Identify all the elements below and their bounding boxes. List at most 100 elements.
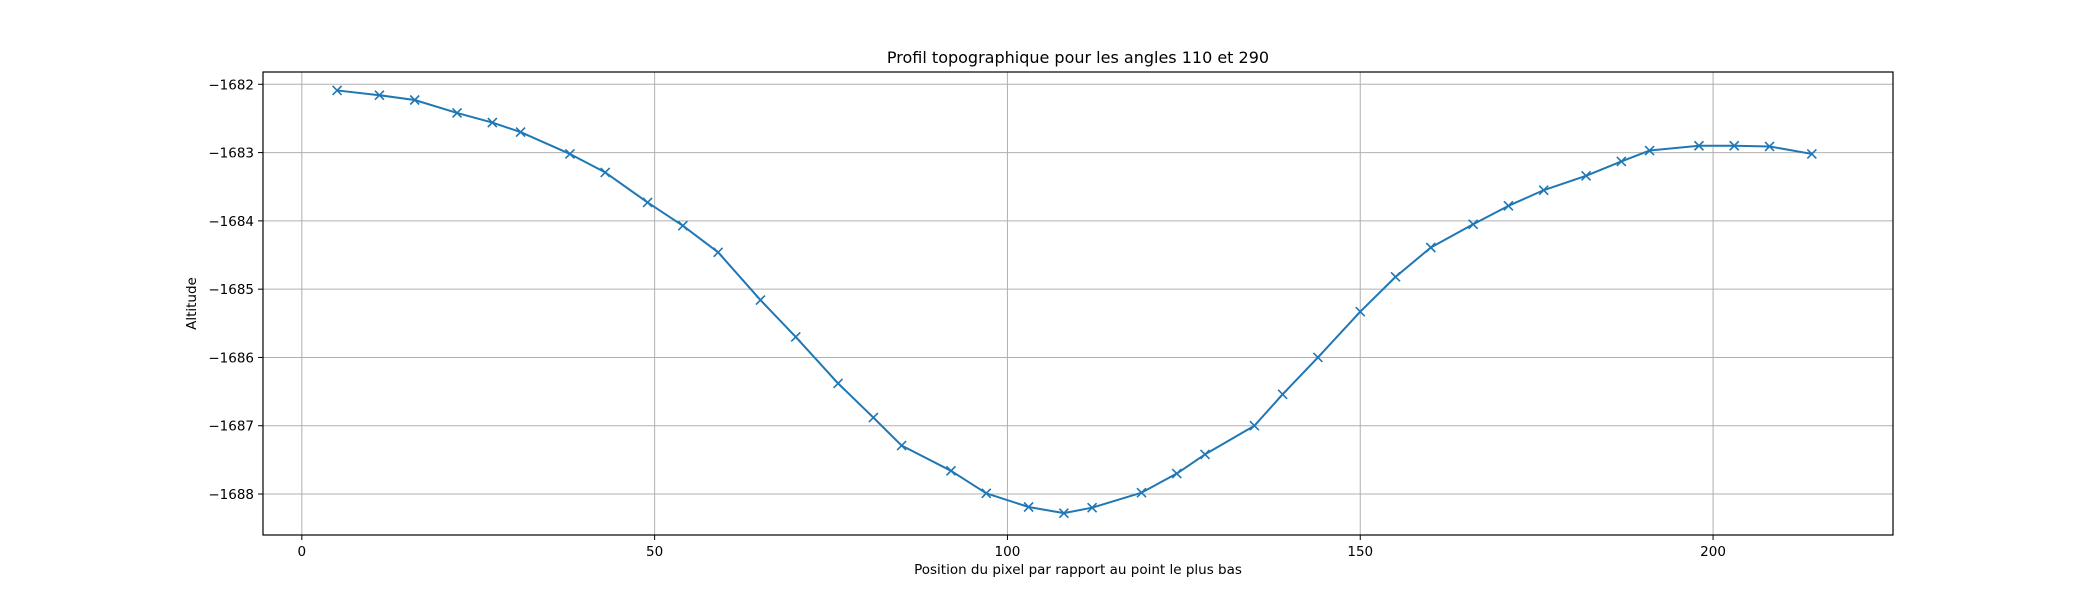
marker-stroke: [1249, 420, 1260, 431]
marker-stroke: [564, 148, 576, 160]
marker-stroke: [1171, 468, 1182, 479]
marker-stroke: [755, 295, 766, 306]
y-tick-label: −1682: [208, 77, 254, 93]
marker-stroke: [945, 465, 957, 476]
data-point-marker: [1644, 145, 1655, 156]
data-point-marker: [374, 90, 385, 101]
data-point-marker: [1277, 389, 1288, 400]
marker-stroke: [1806, 148, 1817, 160]
marker-stroke: [1644, 145, 1655, 156]
marker-stroke: [1312, 352, 1323, 363]
x-tick-label: 50: [646, 544, 663, 560]
data-point-marker: [1616, 156, 1627, 167]
data-point-marker: [642, 197, 653, 208]
marker-stroke: [1468, 219, 1479, 230]
y-tick-label: −1685: [208, 282, 254, 298]
data-point-marker: [1806, 148, 1817, 160]
axes-layer: 0 50 100 150 200 −1682 −1683 −1684 −1685 −1686 −16…: [208, 71, 1894, 560]
marker-stroke: [1023, 501, 1034, 513]
y-tick-label: −1683: [208, 146, 254, 162]
marker-stroke: [642, 197, 653, 208]
data-point-marker: [1693, 140, 1705, 151]
data-point-marker: [896, 440, 907, 451]
data-point-marker: [487, 117, 498, 128]
marker-stroke: [1087, 502, 1098, 513]
data-point-marker: [1058, 508, 1069, 519]
y-tick-label: −1688: [208, 487, 254, 503]
data-point-marker: [945, 465, 957, 476]
marker-stroke: [677, 220, 688, 231]
marker-stroke: [790, 331, 801, 343]
marker-stroke: [1390, 271, 1401, 282]
data-point-marker: [1023, 501, 1034, 513]
data-point-marker: [451, 107, 463, 119]
plot-frame: [262, 71, 1894, 536]
data-point-marker: [1580, 170, 1592, 181]
data-point-marker: [1729, 140, 1740, 151]
data-point-marker: [515, 127, 526, 138]
x-tick-label: 200: [1700, 544, 1726, 560]
data-point-marker: [1171, 468, 1182, 479]
marker-stroke: [1503, 200, 1514, 211]
x-tick-label: 150: [1347, 544, 1373, 560]
x-tick-label: 100: [995, 544, 1021, 560]
data-point-marker: [833, 378, 844, 389]
marker-stroke: [1199, 449, 1211, 460]
y-tick-label: −1687: [208, 419, 254, 435]
series-layer: [332, 85, 1817, 519]
marker-stroke: [1764, 141, 1775, 152]
data-point-marker: [600, 167, 611, 178]
data-point-marker: [564, 148, 576, 160]
marker-stroke: [451, 107, 463, 119]
y-tick-label: −1686: [208, 350, 254, 366]
marker-stroke: [332, 85, 343, 96]
marker-stroke: [896, 440, 907, 451]
marker-stroke: [409, 94, 420, 106]
marker-stroke: [1693, 140, 1705, 151]
data-point-marker: [1355, 306, 1366, 317]
data-point-marker: [677, 220, 688, 231]
marker-stroke: [1277, 389, 1288, 400]
marker-stroke: [981, 488, 992, 499]
data-point-marker: [868, 412, 879, 423]
marker-stroke: [1729, 140, 1740, 151]
x-axis-title: Position du pixel par rapport au point l…: [914, 562, 1242, 578]
marker-stroke: [600, 167, 611, 178]
data-point-marker: [1136, 487, 1147, 498]
data-point-marker: [1764, 141, 1775, 152]
data-point-marker: [1503, 200, 1514, 211]
data-point-marker: [713, 247, 724, 258]
data-point-marker: [755, 295, 766, 306]
marker-stroke: [1355, 306, 1366, 317]
marker-stroke: [515, 127, 526, 138]
marker-stroke: [1538, 185, 1549, 196]
marker-stroke: [1058, 508, 1069, 519]
data-point-marker: [1538, 185, 1549, 196]
y-tick-label: −1684: [208, 214, 254, 230]
y-axis-title: Altitude: [184, 277, 200, 330]
data-point-marker: [332, 85, 343, 96]
chart-title: Profil topographique pour les angles 110…: [887, 48, 1269, 67]
data-point-marker: [1468, 219, 1479, 230]
data-point-marker: [409, 94, 420, 106]
data-point-marker: [1087, 502, 1098, 513]
data-point-marker: [1249, 420, 1260, 431]
data-point-marker: [1199, 449, 1211, 460]
data-point-marker: [981, 488, 992, 499]
data-point-marker: [1425, 242, 1436, 253]
marker-stroke: [487, 117, 498, 128]
marker-stroke: [1425, 242, 1436, 253]
marker-stroke: [868, 412, 879, 423]
marker-stroke: [374, 90, 385, 101]
series-line: [336, 89, 1813, 515]
marker-stroke: [1580, 170, 1592, 181]
marker-stroke: [713, 247, 724, 258]
marker-stroke: [1616, 156, 1627, 167]
marker-stroke: [1136, 487, 1147, 498]
x-tick-label: 0: [298, 544, 307, 560]
grid-layer: [263, 72, 1893, 535]
data-point-marker: [790, 331, 801, 343]
data-point-marker: [1312, 352, 1323, 363]
